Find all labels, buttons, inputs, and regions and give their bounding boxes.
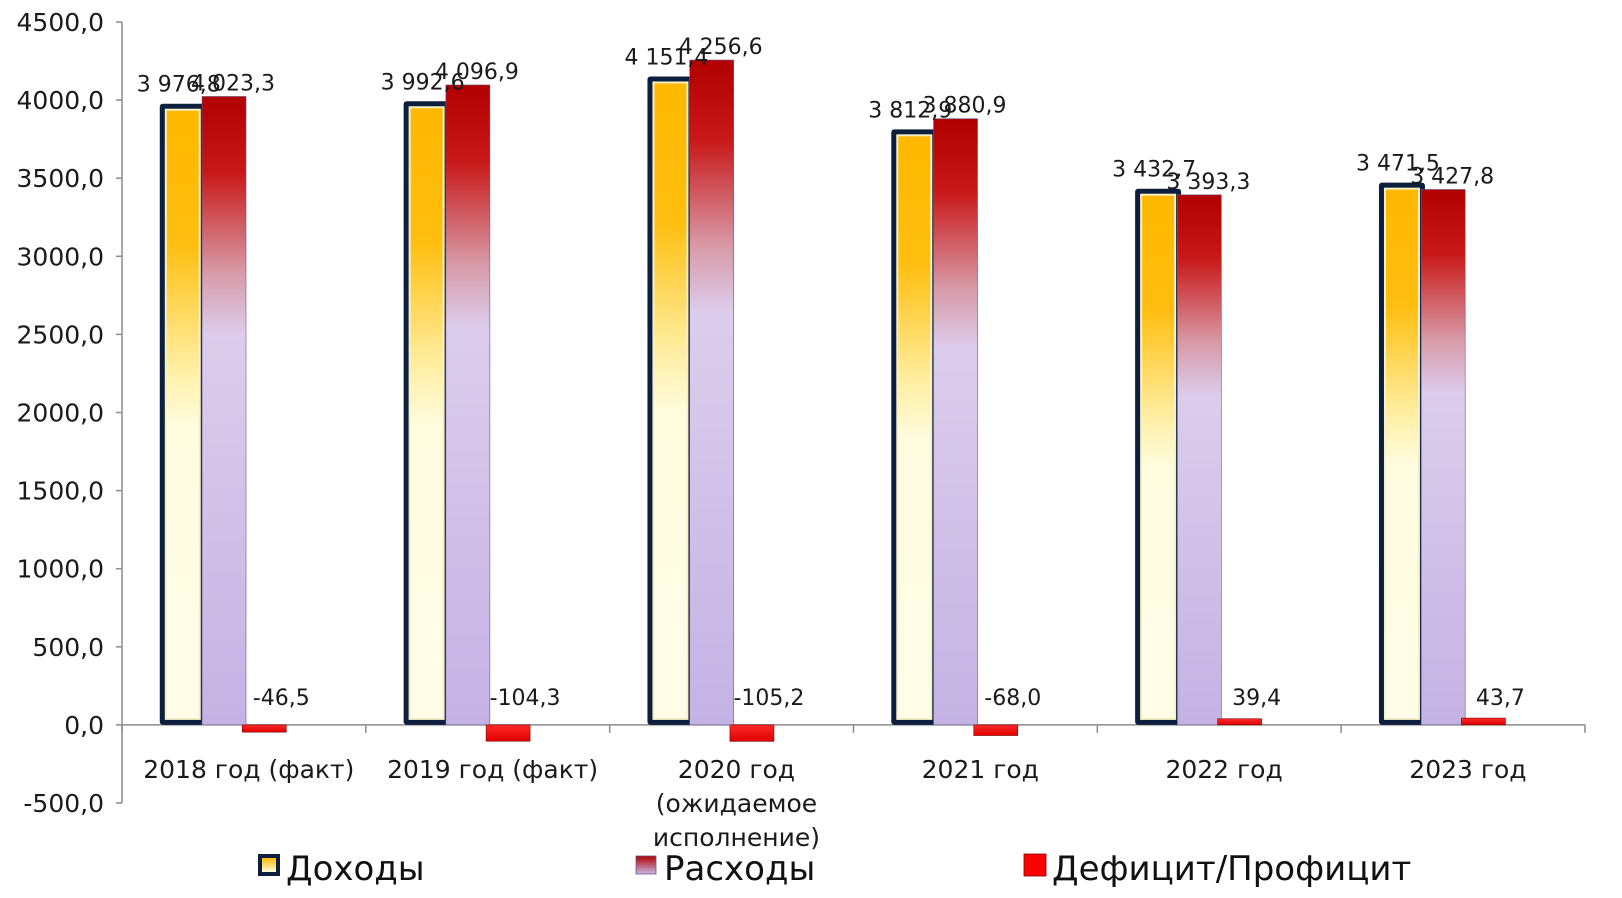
- bar-deficit: [1217, 718, 1262, 726]
- bar-expense: [1177, 194, 1222, 726]
- bar-deficit: [729, 724, 775, 742]
- bar-income: [1142, 195, 1175, 718]
- data-label: 3 992,6: [381, 70, 465, 95]
- bar-deficit: [241, 724, 287, 733]
- y-tick-label: 3500,0: [17, 164, 104, 193]
- legend-label: Расходы: [664, 849, 815, 889]
- data-label: 43,7: [1476, 686, 1525, 711]
- y-tick-label: -500,0: [23, 789, 104, 818]
- data-labels: 3 976,8 3 992,6 4 151,4 3 812,9 3 432,7 3 471…: [137, 35, 1525, 711]
- y-tick-label: 3000,0: [17, 242, 104, 271]
- legend-swatch-income-fill: [262, 858, 276, 872]
- data-label: 3 880,9: [923, 94, 1007, 119]
- axes: -500,0 0,0 500,0 1000,0 1500,0 2000,0 2500,0 30…: [17, 8, 1586, 852]
- bar-income: [166, 110, 199, 718]
- y-tick-label: 1500,0: [17, 477, 104, 506]
- legend-swatch-deficit: [1023, 853, 1047, 877]
- y-tick-label: 4000,0: [17, 86, 104, 115]
- x-tick-label: исполнение): [653, 823, 820, 852]
- data-label: 4 256,6: [679, 35, 763, 60]
- data-label: 3 427,8: [1410, 164, 1494, 189]
- y-tick-label: 2500,0: [17, 320, 104, 349]
- bar-income: [410, 108, 443, 718]
- bar-expense: [445, 84, 491, 726]
- y-tick-label: 4500,0: [17, 8, 104, 37]
- bar-deficit: [485, 724, 531, 742]
- data-label: -68,0: [984, 686, 1041, 711]
- legend: Доходы Расходы Дефицит/Профицит: [258, 849, 1411, 889]
- y-tick-label: 2000,0: [17, 399, 104, 428]
- y-tick-label: 0,0: [64, 711, 104, 740]
- bar-expense: [201, 96, 247, 726]
- legend-label: Дефицит/Профицит: [1052, 849, 1411, 889]
- x-tick-label: 2022 год: [1165, 755, 1282, 784]
- x-tick-label: 2021 год: [922, 755, 1039, 784]
- y-tick-label: 500,0: [32, 633, 104, 662]
- data-label: 3 976,8: [137, 73, 221, 98]
- bars: [159, 59, 1506, 742]
- x-tick-label: 2019 год (факт): [387, 755, 598, 784]
- bar-income: [1385, 189, 1418, 718]
- bar-expense: [933, 118, 978, 726]
- data-label: 4 023,3: [191, 71, 275, 96]
- x-tick-label: 2023 год: [1409, 755, 1526, 784]
- x-tick-label: 2020 год: [678, 755, 795, 784]
- data-label: 3 393,3: [1166, 170, 1250, 195]
- data-label: 3 432,7: [1112, 158, 1196, 183]
- bar-expense: [689, 59, 734, 726]
- data-label: 3 812,9: [868, 98, 952, 123]
- data-label: 4 151,4: [624, 45, 708, 70]
- data-label: -104,3: [490, 686, 561, 711]
- data-label: 3 471,5: [1356, 152, 1440, 177]
- x-tick-label: (ожидаемое: [656, 789, 817, 818]
- bar-income: [898, 136, 931, 718]
- data-label: 39,4: [1232, 686, 1281, 711]
- data-label: -46,5: [253, 686, 310, 711]
- data-label: -105,2: [733, 686, 804, 711]
- legend-swatch-expense: [635, 855, 657, 875]
- x-tick-label: 2018 год (факт): [143, 755, 354, 784]
- bar-deficit: [973, 724, 1019, 736]
- data-label: 4 096,9: [435, 60, 519, 85]
- bar-expense: [1420, 189, 1466, 726]
- y-tick-label: 1000,0: [17, 555, 104, 584]
- bar-income: [654, 83, 687, 718]
- legend-label: Доходы: [286, 849, 425, 889]
- bar-deficit: [1461, 717, 1506, 726]
